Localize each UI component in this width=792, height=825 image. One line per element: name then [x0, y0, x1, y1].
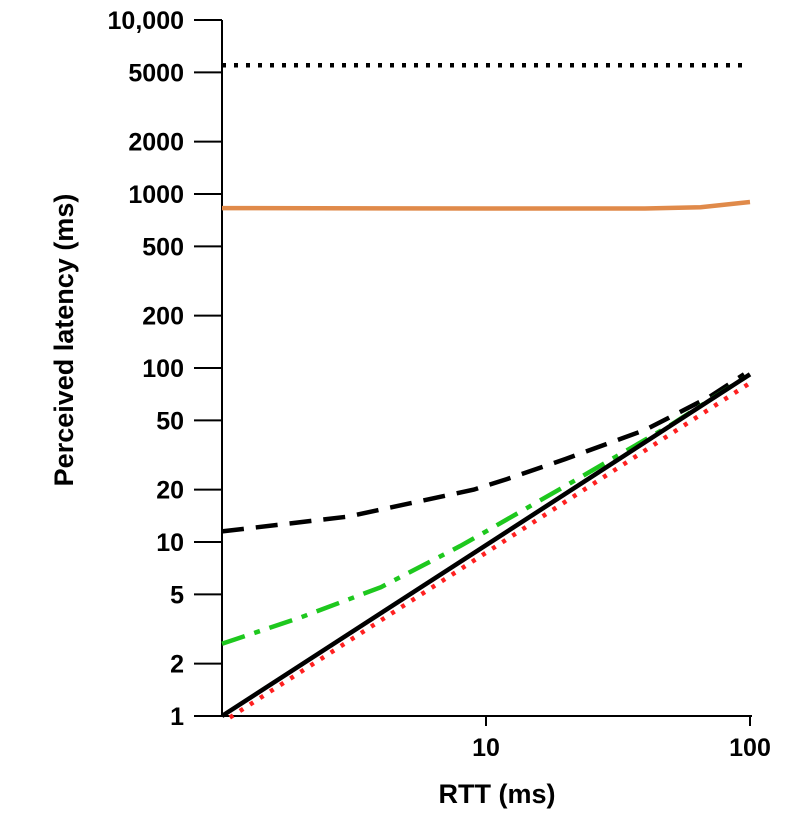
- y-tick-label: 1000: [128, 181, 184, 209]
- y-axis-label: Perceived latency (ms): [49, 194, 79, 487]
- x-tick-label: 100: [729, 734, 771, 762]
- y-tick-label: 20: [156, 477, 184, 505]
- y-tick-label: 10: [156, 529, 184, 557]
- y-tick-label: 5000: [128, 59, 184, 87]
- series-line-3: [221, 372, 746, 534]
- y-tick-label: 50: [156, 407, 184, 435]
- y-tick-label: 1: [170, 703, 184, 731]
- y-tick-label: 2: [170, 651, 184, 679]
- y-tick-label: 100: [142, 355, 184, 383]
- tick-labels: 1 2 5 10 20 50 100 200 500 1000 2000 5000 10,000 10 10…: [108, 7, 771, 762]
- y-tick-label: 10,000: [108, 7, 184, 35]
- series-group: [220, 62, 752, 720]
- series-line-4: [221, 372, 752, 646]
- y-tick-label: 500: [142, 233, 184, 261]
- series-line-6: [228, 381, 752, 720]
- series-line-5: [220, 372, 752, 718]
- y-tick-label: 200: [142, 303, 184, 331]
- x-tick-label: 10: [472, 734, 500, 762]
- y-tick-label: 5: [170, 581, 184, 609]
- y-tick-label: 2000: [128, 129, 184, 157]
- series-line-2: [221, 199, 751, 211]
- axes: [194, 19, 752, 726]
- x-axis-label: RTT (ms): [439, 779, 556, 809]
